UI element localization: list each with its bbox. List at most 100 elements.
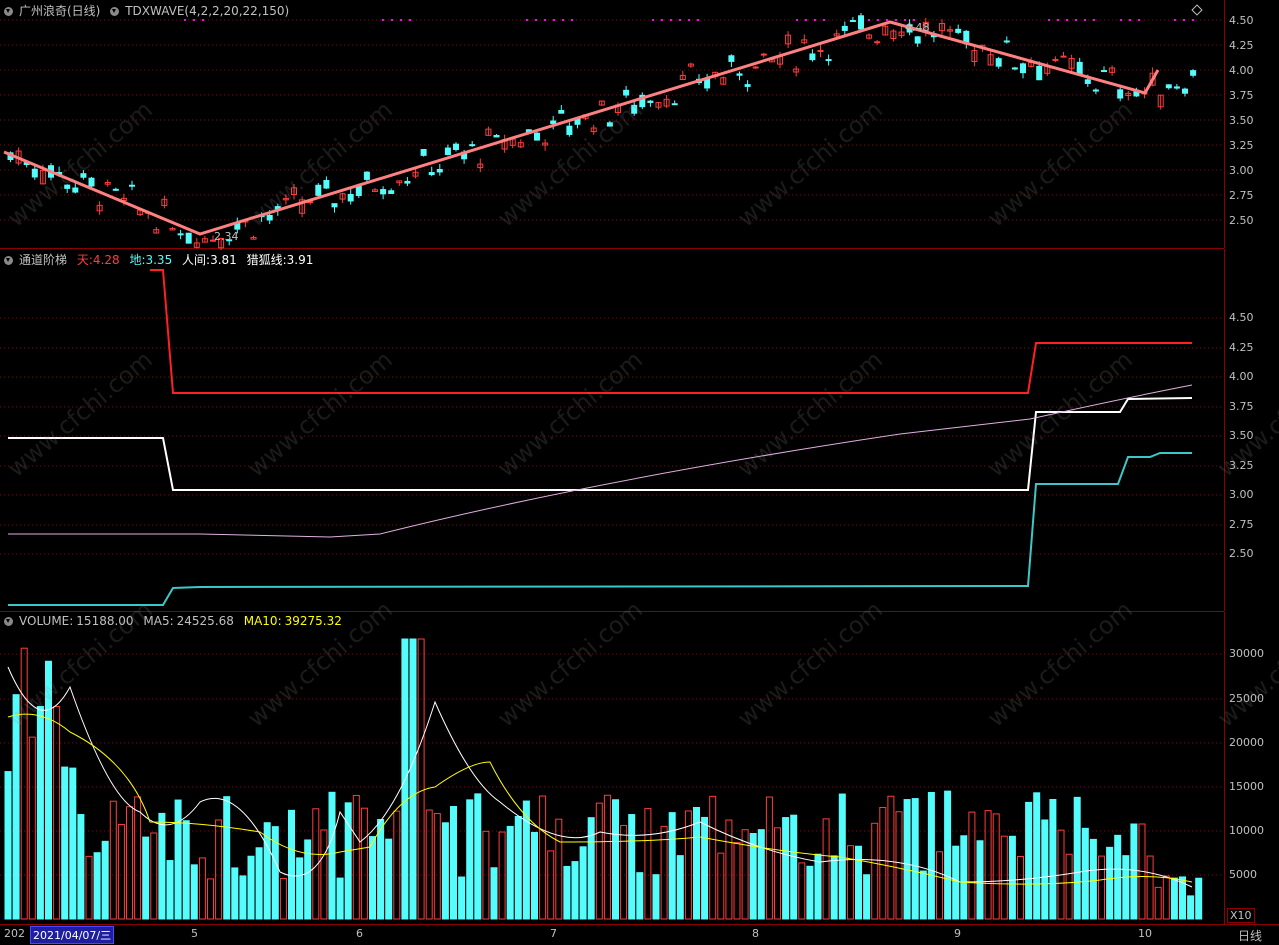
volume-chart[interactable]: [0, 612, 1224, 923]
volume-bar: [336, 877, 344, 920]
candle-body: [720, 77, 727, 85]
signal-dot: [1183, 19, 1185, 21]
volume-bar: [69, 767, 77, 920]
volume-bar: [628, 814, 636, 920]
volume-bar: [36, 706, 44, 920]
candle-body: [1068, 57, 1075, 69]
cursor-date: 2021/04/07/三: [30, 926, 115, 944]
volume-bar: [644, 808, 652, 920]
volume-panel[interactable]: VOLUME: 15188.00 MA5: 24525.68 MA10: 39275.…: [0, 612, 1224, 923]
volume-bar: [1017, 856, 1024, 920]
price-panel[interactable]: 广州浪奇(日线) TDXWAVE(4,2,2,20,22,150) 2.34 4…: [0, 0, 1224, 251]
volume-bar: [514, 815, 522, 920]
candle-body: [31, 168, 38, 178]
candle-body: [598, 100, 605, 106]
volume-bar: [693, 806, 700, 920]
volume-bar: [1170, 877, 1178, 920]
volume-bar: [531, 831, 538, 920]
volume-bar: [207, 878, 214, 920]
volume-bar: [61, 766, 69, 920]
candle-body: [210, 239, 216, 242]
signal-dot: [814, 19, 816, 21]
volume-bar: [1122, 855, 1130, 920]
y-tick: 15000: [1229, 780, 1264, 793]
signal-dot: [391, 19, 393, 21]
signal-dot: [1192, 19, 1194, 21]
y-tick: 3.75: [1229, 89, 1254, 102]
channel-chart[interactable]: [0, 249, 1224, 611]
signal-dot: [670, 19, 672, 21]
candle-body: [444, 147, 451, 156]
volume-bar: [490, 867, 498, 920]
candle-body: [841, 25, 848, 31]
volume-bar: [603, 794, 611, 920]
candle-body: [104, 182, 111, 185]
candle-body: [129, 184, 135, 187]
volume-bar: [984, 810, 992, 920]
volume-bar: [741, 829, 749, 920]
candle-body: [866, 34, 873, 39]
candlestick-chart[interactable]: [0, 0, 1224, 251]
volume-bar: [855, 845, 862, 920]
candle-body: [793, 68, 800, 73]
volume-bar: [863, 874, 871, 920]
volume-bar: [717, 852, 725, 920]
candle-body: [679, 74, 686, 81]
volume-bar: [1162, 875, 1170, 920]
volume-bar: [952, 845, 960, 920]
candle-body: [339, 193, 346, 200]
y-tick: 2.75: [1229, 189, 1254, 202]
di-line: [8, 452, 1192, 606]
signal-dot: [193, 19, 195, 21]
volume-bar: [158, 812, 166, 920]
candle-body: [477, 163, 484, 169]
panel-menu-icon[interactable]: [4, 256, 13, 265]
volume-bar: [12, 694, 20, 920]
volume-bar: [369, 836, 376, 920]
volume-bar: [620, 824, 628, 920]
candle-body: [566, 125, 573, 135]
volume-bar: [506, 825, 514, 920]
candle-body: [161, 198, 168, 207]
candle-body: [663, 98, 670, 107]
month-label: 10: [1138, 927, 1152, 940]
candle-body: [939, 23, 945, 32]
candle-body: [185, 232, 192, 244]
candle-body: [404, 180, 411, 184]
ma10-value: 39275.32: [284, 614, 342, 628]
candle-body: [120, 197, 127, 201]
volume-bar: [765, 796, 773, 920]
candle-body: [639, 94, 646, 108]
indicator-menu-icon[interactable]: [110, 7, 120, 16]
volume-panel-header: VOLUME: 15188.00 MA5: 24525.68 MA10: 39275.…: [4, 614, 348, 628]
volume-bar: [1179, 876, 1186, 920]
volume-bar: [668, 812, 676, 920]
month-label: 6: [356, 927, 363, 940]
channel-panel[interactable]: 通道阶梯 天:4.28 地:3.35 人间:3.81 猎狐线:3.91: [0, 249, 1224, 612]
signal-dot: [1066, 19, 1068, 21]
y-tick: 4.25: [1229, 39, 1254, 52]
volume-bar: [563, 865, 571, 920]
candle-body: [1173, 86, 1180, 89]
candle-body: [453, 143, 459, 150]
volume-bar: [85, 855, 93, 920]
volume-bar: [1187, 895, 1195, 920]
candle-body: [736, 73, 743, 76]
volume-bar: [701, 816, 709, 920]
signal-dot: [661, 19, 663, 21]
panel-menu-icon[interactable]: [4, 7, 13, 16]
period-label[interactable]: 日线: [1238, 929, 1263, 943]
candle-body: [882, 25, 889, 36]
candle-body: [987, 54, 994, 66]
signal-dot: [913, 19, 915, 21]
y-tick: 4.25: [1229, 341, 1254, 354]
panel-menu-icon[interactable]: [4, 617, 13, 626]
candle-body: [647, 100, 654, 103]
signal-dot: [526, 19, 528, 21]
volume-bar: [595, 802, 603, 920]
volume-bar: [20, 647, 28, 920]
volume-bar: [1130, 823, 1138, 920]
low-label: 2.34: [214, 230, 239, 243]
volume-bar: [757, 829, 765, 920]
signal-dot: [697, 19, 699, 21]
